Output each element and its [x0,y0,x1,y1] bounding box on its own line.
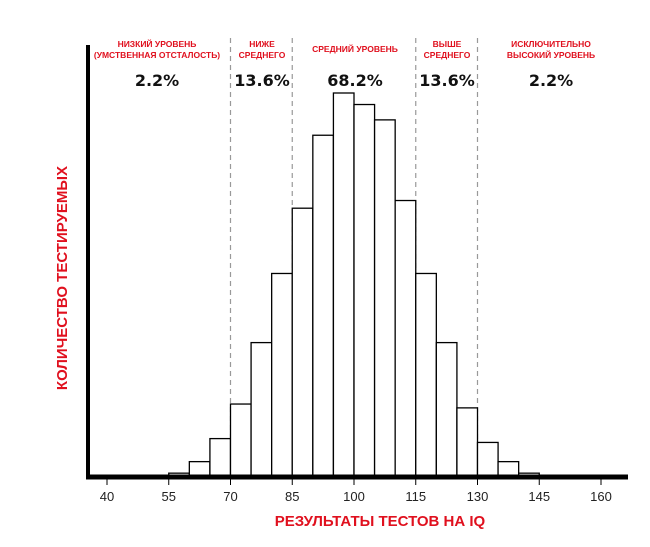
histogram-bar [435,341,458,478]
x-axis-label: РЕЗУЛЬТАТЫ ТЕСТОВ НА IQ [275,513,486,530]
region-percent: 13.6% [234,71,290,90]
region-label: СРЕДНЕГО [424,50,471,60]
region-label: СРЕДНИЙ УРОВЕНЬ [312,43,398,54]
histogram-bar [394,199,417,478]
x-tick-label: 115 [405,489,426,504]
histogram-bar [312,134,335,478]
region-label: ВЫШЕ [433,39,462,49]
x-tick-label: 145 [528,489,550,504]
region-percent: 13.6% [419,71,475,90]
x-tick-label: 70 [223,489,237,504]
histogram-bars [168,92,540,478]
histogram-bar [415,272,437,478]
region-label: СРЕДНЕГО [239,50,286,60]
histogram-bar [373,119,396,478]
histogram-bar [209,437,232,478]
histogram-bar [456,407,479,478]
region-percent: 68.2% [327,71,383,90]
histogram-bar [250,341,273,478]
region-label: НИЖЕ [249,39,275,49]
histogram-bar [291,207,314,478]
region-label: (УМСТВЕННАЯ ОТСТАЛОСТЬ) [94,50,220,60]
x-tick-label: 130 [467,489,489,504]
region-labels: НИЗКИЙ УРОВЕНЬ(УМСТВЕННАЯ ОТСТАЛОСТЬ) 2.2… [94,38,595,90]
region-label: ВЫСОКИЙ УРОВЕНЬ [507,49,595,60]
y-axis-label: КОЛИЧЕСТВО ТЕСТИРУЕМЫХ [54,166,71,390]
region-percent: 2.2% [135,71,179,90]
histogram-bar [353,103,376,478]
histogram-bar [332,92,355,478]
histogram-bar [229,403,252,478]
region-label: ИСКЛЮЧИТЕЛЬНО [511,39,591,49]
x-ticks: 40 55 70 85 100 115 130 145 160 [100,477,612,504]
x-tick-label: 160 [590,489,612,504]
histogram-bar [476,441,499,478]
histogram-bar [271,272,293,478]
x-tick-label: 40 [100,489,114,504]
x-tick-label: 85 [285,489,299,504]
region-label: НИЗКИЙ УРОВЕНЬ [118,38,197,49]
x-tick-label: 100 [343,489,365,504]
x-tick-label: 55 [162,489,176,504]
region-percent: 2.2% [529,71,573,90]
